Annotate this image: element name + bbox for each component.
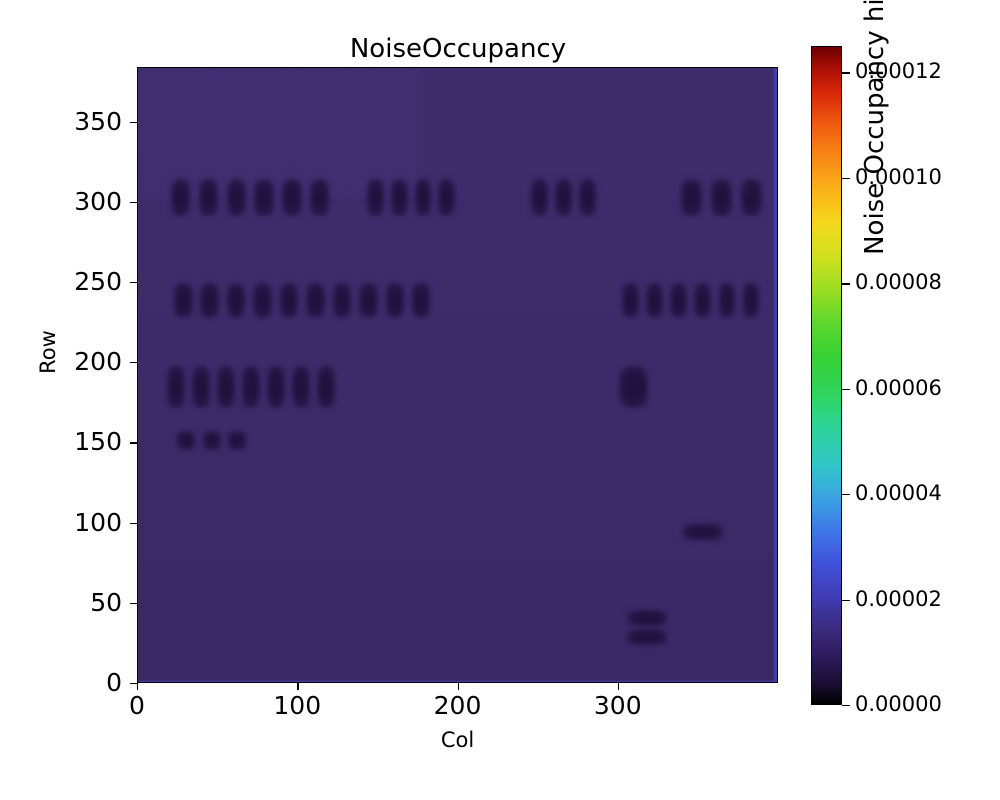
colorbar-tick-mark [842,388,850,390]
heatmap-dead-region [626,610,667,627]
heatmap-dead-region [680,178,702,216]
heatmap-dead-region [306,282,325,319]
heatmap-dead-region [622,282,640,319]
heatmap-dead-region [555,178,572,216]
heatmap-dead-region [177,430,196,450]
heatmap-dead-region [682,523,723,540]
y-axis-label: Row [36,330,60,374]
heatmap-dead-region [670,282,688,319]
colorbar-tick-label: 0.00012 [855,59,942,84]
heatmap-bright-edge [138,680,777,682]
page-title: NoiseOccupancy [349,34,567,64]
heatmap-dead-region [202,430,221,450]
y-tick-label: 100 [74,507,122,537]
heatmap-noise-texture [138,68,418,198]
heatmap-dead-region [332,282,352,319]
heatmap-dead-region [646,282,664,319]
y-tick-label: 0 [106,668,122,697]
y-tick-mark [130,442,137,444]
colorbar-tick-mark [842,283,850,285]
heatmap-dead-region [167,366,185,409]
colorbar-gradient [812,47,841,704]
heatmap-dead-region [718,282,736,319]
x-tick-mark [617,683,620,690]
heatmap-dead-region [626,629,667,646]
heatmap-dead-region [359,282,378,319]
heatmap-axes[interactable] [137,67,778,683]
heatmap-dead-region [198,178,219,216]
y-tick-mark [130,121,137,123]
heatmap-dead-region [740,178,762,216]
x-tick-mark [457,683,459,690]
heatmap-dead-region [171,178,191,216]
colorbar-tick-label: 0.00010 [855,164,942,189]
heatmap-dead-region [228,430,247,450]
colorbar-tick-mark [842,177,850,180]
y-tick-mark [130,602,137,605]
heatmap-dead-region [531,178,548,216]
y-tick-label: 350 [74,106,122,136]
heatmap-dead-region [217,366,235,409]
x-tick-label: 0 [129,691,145,720]
heatmap-image [138,68,777,682]
y-tick-label: 150 [74,427,122,457]
colorbar-tick-mark [842,494,850,496]
heatmap-dead-region [411,282,431,319]
heatmap-dead-region [710,178,732,216]
heatmap-dead-region [438,178,455,216]
heatmap-dead-region [279,282,299,319]
x-tick-label: 200 [433,691,482,720]
x-tick-mark [137,683,139,690]
colorbar-tick-mark [842,705,850,707]
heatmap-dead-region [254,178,274,216]
heatmap-dead-region [414,178,432,216]
heatmap-dead-region [579,178,596,216]
y-tick-label: 50 [90,587,122,617]
y-tick-label: 250 [74,266,122,296]
y-tick-mark [130,522,137,524]
heatmap-dead-region [267,366,285,409]
colorbar-tick-label: 0.00000 [855,692,942,716]
heatmap-dead-region [253,282,272,319]
colorbar-tick-mark [842,599,850,601]
x-tick-label: 300 [593,691,642,720]
heatmap-dead-region [742,282,760,319]
heatmap-dead-region [618,366,648,409]
y-tick-label: 200 [74,347,122,377]
y-tick-mark [130,201,137,204]
x-tick-mark [297,683,299,690]
x-tick-label: 100 [273,691,322,720]
heatmap-dead-region [192,366,210,409]
colorbar-tick-label: 0.00006 [855,375,942,400]
colorbar-tick-label: 0.00004 [855,481,942,506]
heatmap-dead-region [226,178,246,216]
x-axis-label: Col [440,728,475,752]
colorbar[interactable] [811,46,842,705]
heatmap-dead-region [317,366,335,409]
heatmap-dead-region [282,178,302,216]
y-tick-mark [130,281,137,284]
heatmap-dead-region [292,366,310,409]
heatmap-dead-region [242,366,260,409]
colorbar-tick-label: 0.00002 [855,586,942,611]
heatmap-dead-region [174,282,193,319]
heatmap-dead-region [694,282,712,319]
y-tick-label: 300 [74,186,122,216]
heatmap-dead-region [226,282,246,319]
y-tick-mark [130,362,137,364]
heatmap-bright-edge [774,68,777,682]
heatmap-dead-region [391,178,408,216]
heatmap-dead-region [309,178,330,216]
heatmap-dead-region [367,178,385,216]
y-tick-mark [130,683,137,685]
heatmap-dead-region [385,282,405,319]
colorbar-tick-label: 0.00008 [855,270,942,295]
colorbar-tick-mark [842,72,850,74]
heatmap-dead-region [200,282,219,319]
colorbar-label: Noise Occupancy hits/bc [860,0,890,255]
